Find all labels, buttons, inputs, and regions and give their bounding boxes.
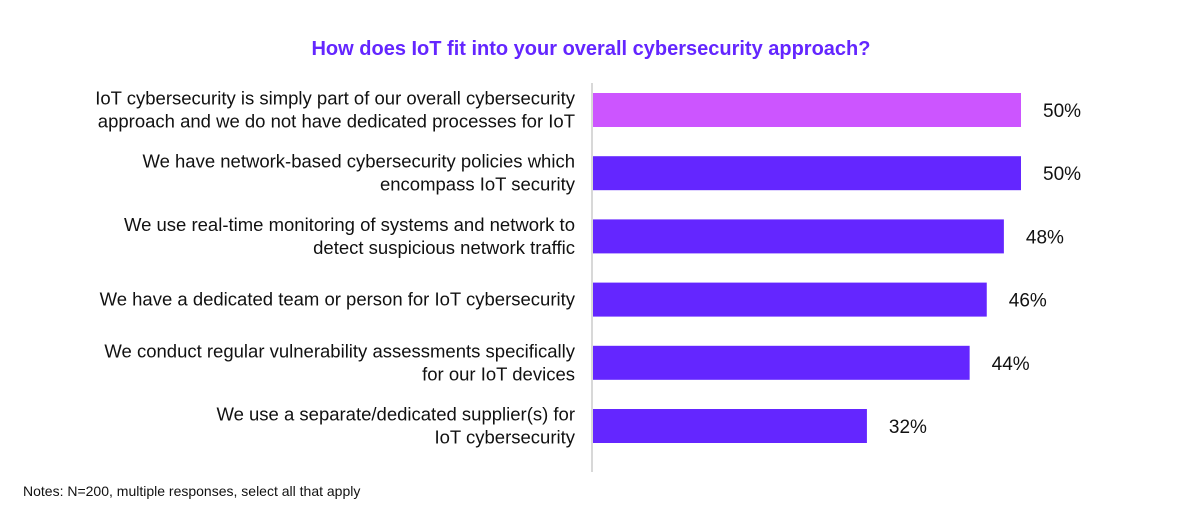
category-label-line: We have a dedicated team or person for I… — [100, 289, 576, 310]
category-label-2: We have network-based cybersecurity poli… — [142, 151, 575, 195]
category-label-3: We use real-time monitoring of systems a… — [124, 214, 575, 258]
category-label-line: approach and we do not have dedicated pr… — [98, 111, 575, 132]
category-label-line: detect suspicious network traffic — [313, 237, 575, 258]
chart-title: How does IoT fit into your overall cyber… — [311, 38, 871, 60]
chart-note: Notes: N=200, multiple responses, select… — [23, 483, 361, 499]
category-label-line: We have network-based cybersecurity poli… — [142, 151, 575, 172]
category-labels-group: IoT cybersecurity is simply part of our … — [95, 88, 576, 448]
value-label-5: 44% — [992, 354, 1030, 375]
value-label-3: 48% — [1026, 227, 1064, 248]
category-label-line: IoT cybersecurity — [434, 427, 575, 448]
bar-4 — [593, 282, 987, 317]
category-label-line: for our IoT devices — [422, 363, 575, 384]
bar-2 — [593, 156, 1021, 191]
category-label-line: IoT cybersecurity is simply part of our … — [95, 88, 576, 109]
category-label-line: We conduct regular vulnerability assessm… — [104, 340, 575, 361]
category-label-line: We use a separate/dedicated supplier(s) … — [216, 404, 575, 425]
value-label-4: 46% — [1009, 291, 1047, 312]
value-label-1: 50% — [1043, 101, 1081, 122]
category-label-5: We conduct regular vulnerability assessm… — [104, 340, 575, 384]
category-label-1: IoT cybersecurity is simply part of our … — [95, 88, 576, 132]
category-label-4: We have a dedicated team or person for I… — [100, 289, 576, 310]
bar-6 — [593, 409, 867, 443]
category-label-line: encompass IoT security — [380, 174, 576, 195]
bar-3 — [593, 219, 1004, 254]
bar-5 — [593, 345, 970, 380]
category-label-line: We use real-time monitoring of systems a… — [124, 214, 575, 235]
bars-group — [593, 93, 1021, 443]
value-label-2: 50% — [1043, 164, 1081, 185]
value-label-6: 32% — [889, 417, 927, 438]
category-label-6: We use a separate/dedicated supplier(s) … — [216, 404, 575, 448]
bar-1 — [593, 93, 1021, 127]
value-labels-group: 50% 50% 48% 46% 44% 32% — [889, 101, 1081, 438]
